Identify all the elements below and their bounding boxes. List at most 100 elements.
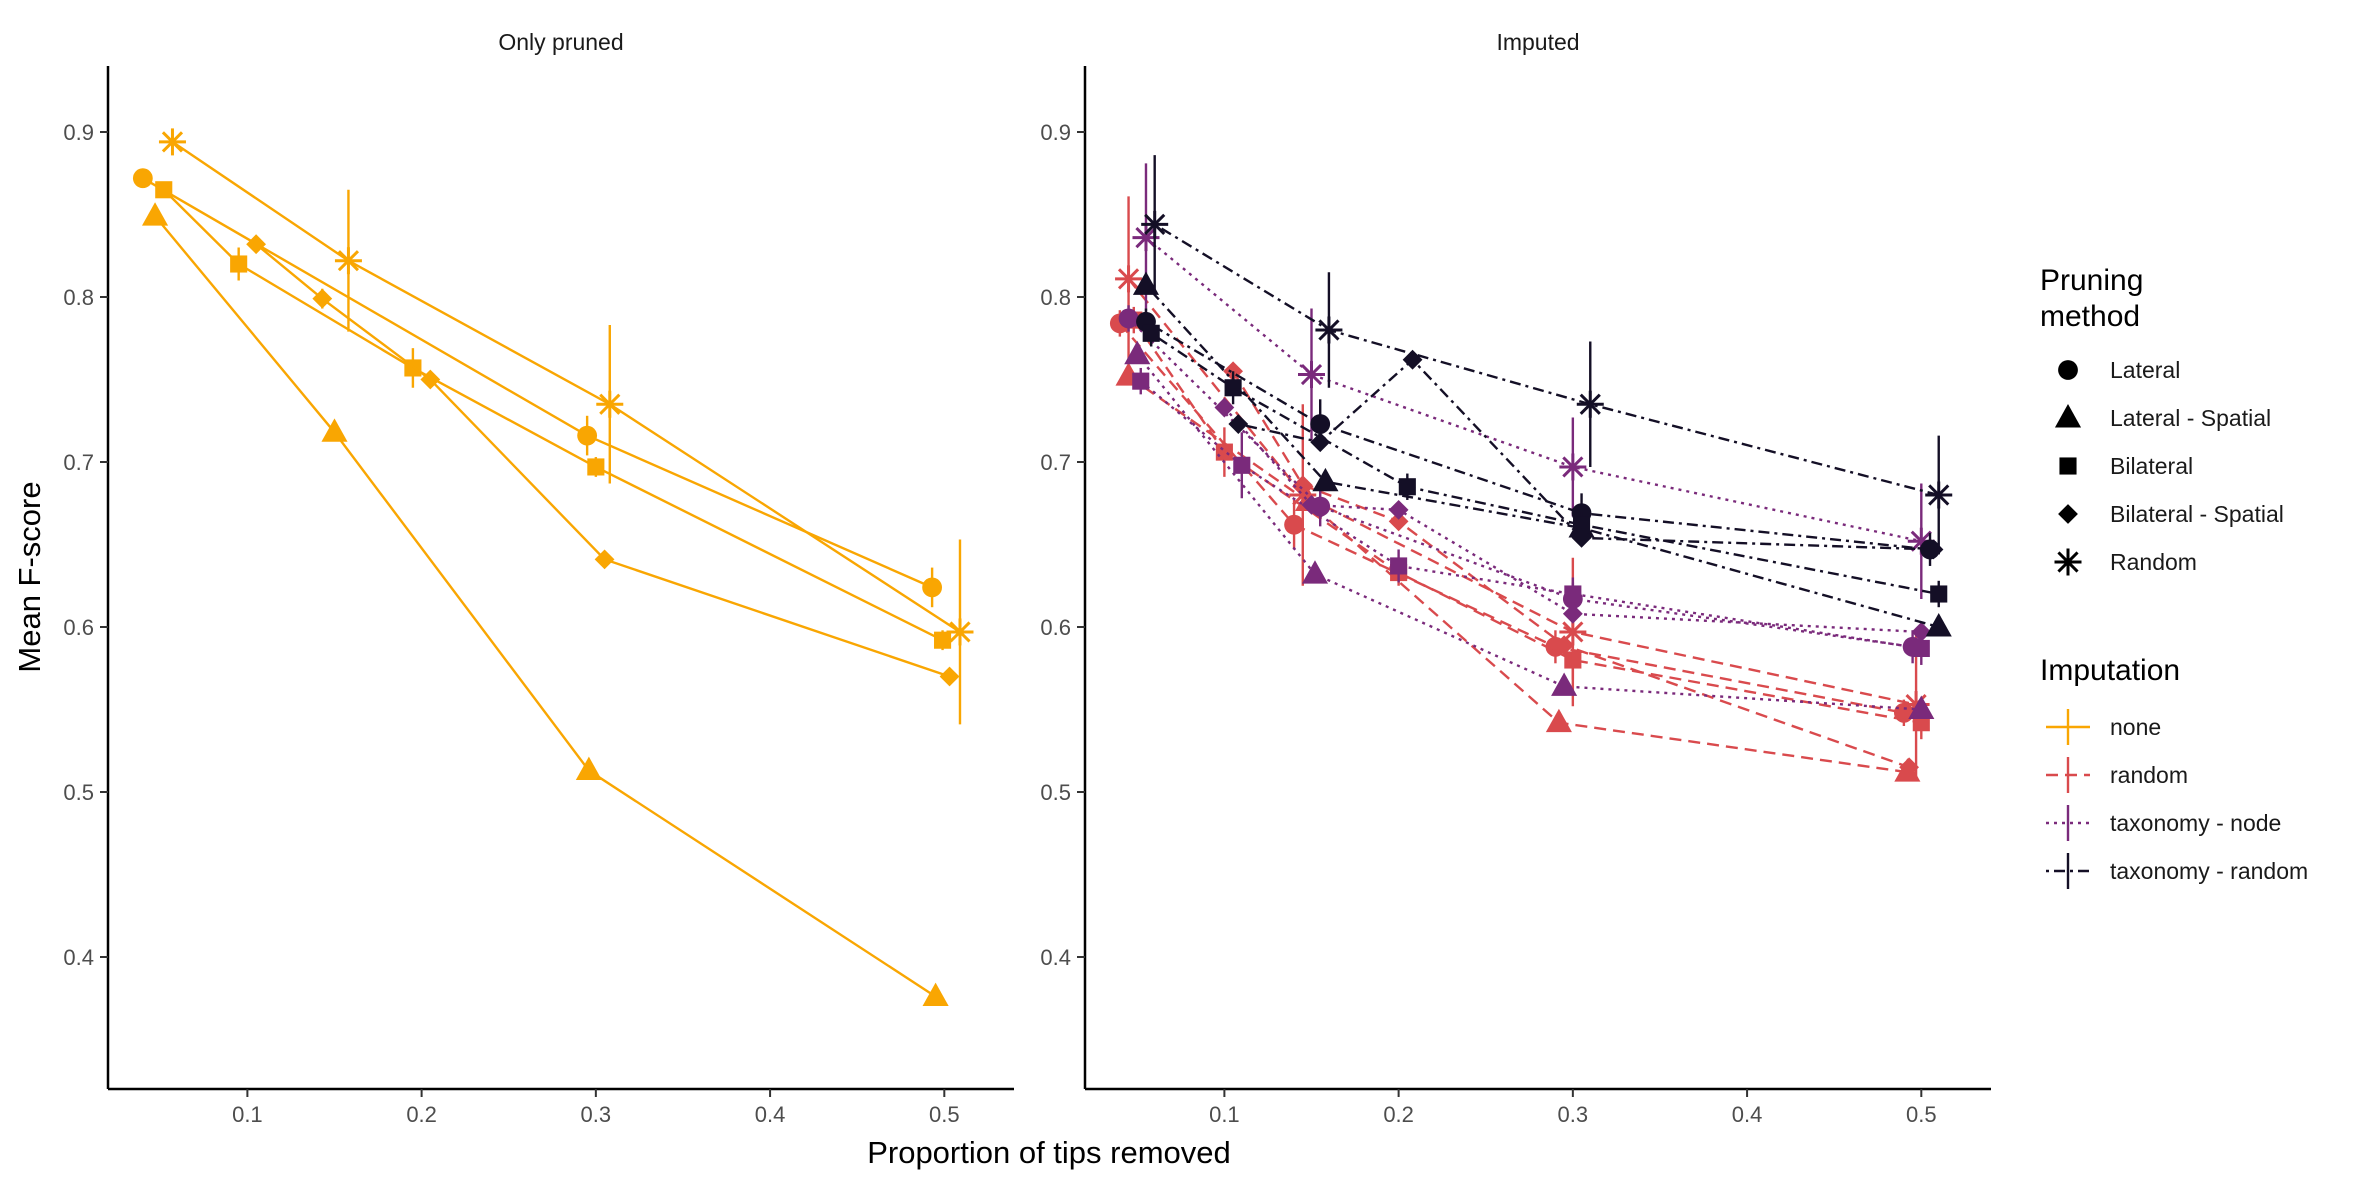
series-line (1127, 278, 1917, 706)
data-point (1551, 672, 1578, 696)
series-line (1127, 375, 1908, 774)
data-point (1388, 511, 1409, 532)
data-point (1124, 340, 1151, 365)
y-tick-label: 0.7 (1040, 450, 1071, 475)
y-axis-title: Mean F-score (12, 481, 47, 672)
legend-imputation: Imputation none random taxonomy - node taxo… (2040, 654, 2308, 889)
data-point (1132, 224, 1160, 252)
data-point (158, 128, 186, 156)
panel-imputed: Imputed 0.1 0.2 0.3 0.4 0.50.40.50.60.70.80.… (1040, 29, 1991, 1127)
series-none-lateral (132, 168, 943, 608)
data-point (246, 234, 266, 255)
data-point (1301, 495, 1322, 515)
data-point (1224, 379, 1242, 397)
panel-title-imputed: Imputed (1496, 29, 1579, 55)
data-point (1925, 613, 1952, 637)
lateral-legend-key (2058, 360, 2078, 380)
series-taxonomy-random-lateral-spatial (1132, 271, 1952, 637)
x-tick-label: 0.5 (1906, 1102, 1937, 1127)
data-point (1142, 324, 1160, 342)
x-tick-label: 0.3 (1558, 1102, 1589, 1127)
data-point (1562, 603, 1583, 624)
series-taxonomy-node-random (1132, 163, 1935, 599)
data-point (1315, 316, 1343, 344)
data-point (1118, 308, 1139, 329)
data-point (1233, 456, 1251, 474)
series-taxonomy-node-lateral-spatial (1124, 340, 1935, 719)
series-none-lateral-spatial (141, 202, 949, 1007)
x-tick-label: 0.2 (1383, 1102, 1414, 1127)
legend-label-taxonomy-random: taxonomy - random (2110, 858, 2308, 884)
data-point (1573, 516, 1591, 534)
data-point (312, 288, 333, 309)
data-point (1564, 585, 1582, 603)
y-tick-label: 0.5 (1040, 780, 1071, 805)
data-point (420, 369, 441, 390)
data-point (1214, 397, 1235, 418)
y-tick-label: 0.4 (1040, 945, 1071, 970)
y-tick-label: 0.9 (63, 120, 94, 145)
data-point (1899, 757, 1920, 778)
data-point (141, 202, 169, 226)
y-tick-label: 0.6 (63, 615, 94, 640)
axis-ticks: 0.1 0.2 0.3 0.4 0.5 0.4 0.5 0.6 0.7 0.8 0.9 (1040, 120, 1936, 1127)
series-line (1154, 223, 1940, 497)
series-line (1132, 319, 1922, 724)
series-taxonomy-random-bilateral-spatial (1228, 349, 1944, 560)
bilateral-spatial-legend-key (2058, 504, 2078, 524)
data-point (1930, 585, 1948, 603)
data-point (1310, 414, 1331, 434)
y-tick-label: 0.7 (63, 450, 94, 475)
data-point (577, 425, 598, 446)
x-tick-label: 0.4 (755, 1102, 786, 1127)
series-taxonomy-node-bilateral-spatial (1214, 397, 1932, 642)
data-point (1215, 443, 1233, 461)
series-none-bilateral-spatial (246, 234, 960, 687)
x-tick-label: 0.1 (232, 1102, 263, 1127)
series-taxonomy-node-lateral (1118, 305, 1923, 664)
series-taxonomy-random-random (1141, 155, 1953, 555)
data-point (1284, 514, 1304, 535)
data-point (575, 756, 602, 780)
data-point (1911, 622, 1932, 642)
data-point (587, 458, 605, 476)
data-point (1132, 372, 1150, 390)
x-tick-label: 0.4 (1732, 1102, 1763, 1127)
y-tick-label: 0.8 (1040, 285, 1071, 310)
data-point (939, 666, 960, 687)
data-point (1115, 265, 1143, 293)
random-legend-key (2054, 548, 2082, 576)
panel-only-pruned: Only pruned 0.1 0.2 0.3 0.4 0.50.40.50.60.70… (63, 29, 1014, 1127)
data-point (934, 631, 952, 649)
x-axis-title: Proportion of tips removed (867, 1135, 1231, 1170)
series-line (1145, 236, 1922, 543)
data-point (1228, 414, 1249, 434)
legend-label-none: none (2110, 714, 2161, 740)
data-point (334, 247, 362, 275)
y-tick-label: 0.5 (63, 780, 94, 805)
data-point (1908, 695, 1935, 719)
data-point (1301, 560, 1329, 584)
data-point (1554, 635, 1575, 656)
data-point (132, 168, 153, 189)
y-tick-label: 0.6 (1040, 615, 1071, 640)
legend-label-taxonomy-node: taxonomy - node (2110, 810, 2281, 836)
data-point (1402, 349, 1423, 370)
data-point (1312, 467, 1339, 492)
series-layer (132, 128, 974, 1007)
legend-label-random: Random (2110, 549, 2197, 575)
series-line (154, 215, 937, 998)
x-tick-label: 0.3 (581, 1102, 612, 1127)
data-point (1571, 528, 1592, 548)
axis-ticks: 0.1 0.2 0.3 0.4 0.5 0.4 0.5 0.6 0.7 0.8 0.9 (63, 120, 959, 1127)
data-point (922, 982, 949, 1007)
y-tick-label: 0.4 (63, 945, 94, 970)
data-point (1925, 481, 1953, 509)
series-taxonomy-random-lateral (1136, 308, 1940, 566)
legend-label-lateral-spatial: Lateral - Spatial (2110, 405, 2271, 431)
data-point (1388, 499, 1409, 520)
data-point (230, 255, 248, 273)
y-tick-label: 0.9 (1040, 120, 1071, 145)
x-tick-label: 0.5 (929, 1102, 960, 1127)
legend-pruning-method: Pruning method Lateral Lateral - Spatial B… (2040, 264, 2284, 576)
